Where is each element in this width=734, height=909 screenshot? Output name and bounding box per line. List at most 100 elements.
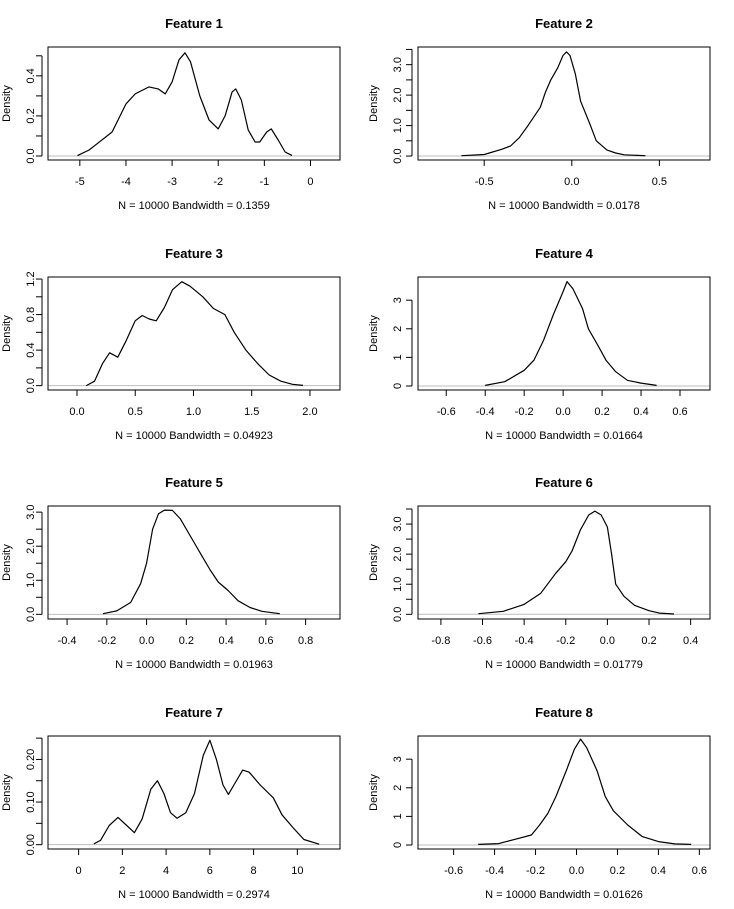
x-tick-label: 0.4 [633, 406, 648, 418]
x-tick-label: 1.0 [186, 406, 201, 418]
y-tick-label: 0.10 [25, 791, 37, 812]
x-tick-label: -0.6 [473, 635, 492, 647]
panel-5: Feature 5 -0.4 -0.2 0.0 0.2 0.4 0.6 0.8 0.0 1.0 2.… [1, 475, 341, 671]
y-tick-label: 1 [392, 813, 404, 819]
plot-frame [47, 46, 341, 161]
y-tick-label: 0.0 [25, 607, 37, 622]
x-tick-label: 10 [291, 865, 303, 877]
x-tick-label: 0.0 [600, 635, 615, 647]
y-tick-label: 0.0 [25, 148, 37, 163]
y-tick-label: 2.0 [392, 546, 404, 561]
density-curve [478, 510, 675, 615]
x-axis-label: N = 10000 Bandwidth = 0.04923 [115, 430, 273, 442]
y-tick-label: 0 [392, 383, 404, 389]
x-tick-label: 0.2 [641, 635, 656, 647]
y-tick-label: 1 [392, 354, 404, 360]
panel-8: Feature 8 -0.6 -0.4 -0.2 0.0 0.2 0.4 0.6 0 1 2 3 Den… [368, 705, 711, 901]
y-tick-label: 0.20 [25, 749, 37, 770]
y-axis-label: Density [368, 315, 380, 352]
x-tick-label: -0.5 [475, 176, 494, 188]
x-tick-label: 8 [251, 865, 257, 877]
y-tick-label: 3.0 [392, 57, 404, 72]
x-tick-label: -5 [75, 176, 85, 188]
y-tick-label: 0.0 [392, 607, 404, 622]
x-axis-label: N = 10000 Bandwidth = 0.0178 [488, 200, 640, 212]
x-tick-label: -0.6 [444, 865, 463, 877]
x-tick-label: -0.4 [485, 865, 504, 877]
x-tick-label: 0.0 [555, 406, 570, 418]
y-tick-label: 1.0 [392, 118, 404, 133]
y-axis-label: Density [1, 544, 13, 581]
y-axis-label: Density [1, 85, 13, 122]
x-tick-label: 0.4 [218, 635, 233, 647]
y-tick-label: 1.0 [392, 577, 404, 592]
y-axis-label: Density [368, 85, 380, 122]
x-tick-label: 2.0 [302, 406, 317, 418]
panel-3: Feature 3 0.0 0.5 1.0 1.5 2.0 0.0 0.4 0.8 1.2 Dens… [1, 246, 341, 442]
y-tick-label: 2.0 [392, 87, 404, 102]
panel-title: Feature 4 [535, 246, 594, 261]
panel-title: Feature 8 [535, 705, 593, 720]
panel-title: Feature 1 [165, 16, 223, 31]
plot-frame [417, 276, 711, 391]
x-tick-label: -1 [259, 176, 269, 188]
x-tick-label: 0.2 [179, 635, 194, 647]
y-axis-label: Density [1, 774, 13, 811]
x-tick-label: 0.0 [569, 865, 584, 877]
density-curve [485, 281, 657, 386]
y-axis-label: Density [368, 774, 380, 811]
y-tick-label: 0.0 [392, 148, 404, 163]
x-tick-label: -0.2 [97, 635, 116, 647]
panel-title: Feature 6 [535, 475, 593, 490]
x-tick-label: 0.6 [258, 635, 273, 647]
panel-4: Feature 4 -0.6 -0.4 -0.2 0.0 0.2 0.4 0.6 0 1 2 3 Den… [368, 246, 711, 442]
x-tick-label: 0 [76, 865, 82, 877]
y-tick-label: 3.0 [25, 504, 37, 519]
y-tick-label: 3 [392, 297, 404, 303]
plot-frame [47, 276, 341, 391]
x-tick-label: 1.5 [244, 406, 259, 418]
x-tick-label: 0.0 [69, 406, 84, 418]
x-tick-label: -0.4 [515, 635, 534, 647]
x-tick-label: 0.2 [594, 406, 609, 418]
y-tick-label: 3 [392, 756, 404, 762]
plot-frame [47, 735, 341, 850]
plot-frame [417, 46, 711, 161]
y-axis-label: Density [368, 544, 380, 581]
panel-title: Feature 3 [165, 246, 223, 261]
x-tick-label: 0.2 [610, 865, 625, 877]
x-tick-label: 0.6 [672, 406, 687, 418]
y-tick-label: 0.8 [25, 307, 37, 322]
x-tick-label: 0.8 [298, 635, 313, 647]
y-tick-label: 0.4 [25, 68, 37, 83]
panel-title: Feature 2 [535, 16, 593, 31]
panel-6: Feature 6 -0.8 -0.6 -0.4 -0.2 0.0 0.2 0.4 0.0 1.0… [368, 475, 711, 671]
x-tick-label: 0.6 [692, 865, 707, 877]
x-axis-label: N = 10000 Bandwidth = 0.01963 [115, 659, 273, 671]
y-tick-label: 0.4 [25, 342, 37, 357]
x-tick-label: -0.8 [431, 635, 450, 647]
x-tick-label: -2 [213, 176, 223, 188]
y-tick-label: 0.0 [25, 378, 37, 393]
plot-frame [417, 505, 711, 620]
panel-title: Feature 7 [165, 705, 223, 720]
x-tick-label: -0.4 [476, 406, 495, 418]
density-curve [478, 738, 692, 845]
x-tick-label: -0.2 [526, 865, 545, 877]
density-curve [93, 739, 320, 845]
density-curve [77, 52, 293, 157]
x-tick-label: 0.5 [128, 406, 143, 418]
y-axis-label: Density [1, 315, 13, 352]
x-tick-label: -4 [121, 176, 131, 188]
x-tick-label: -3 [167, 176, 177, 188]
y-tick-label: 0 [392, 842, 404, 848]
x-tick-label: 0 [307, 176, 313, 188]
density-curve [86, 281, 304, 387]
x-tick-label: 2 [119, 865, 125, 877]
y-tick-label: 1.0 [25, 573, 37, 588]
x-tick-label: 0.0 [564, 176, 579, 188]
x-tick-label: -0.2 [556, 635, 575, 647]
y-tick-label: 2.0 [25, 539, 37, 554]
y-tick-label: 0.2 [25, 108, 37, 123]
